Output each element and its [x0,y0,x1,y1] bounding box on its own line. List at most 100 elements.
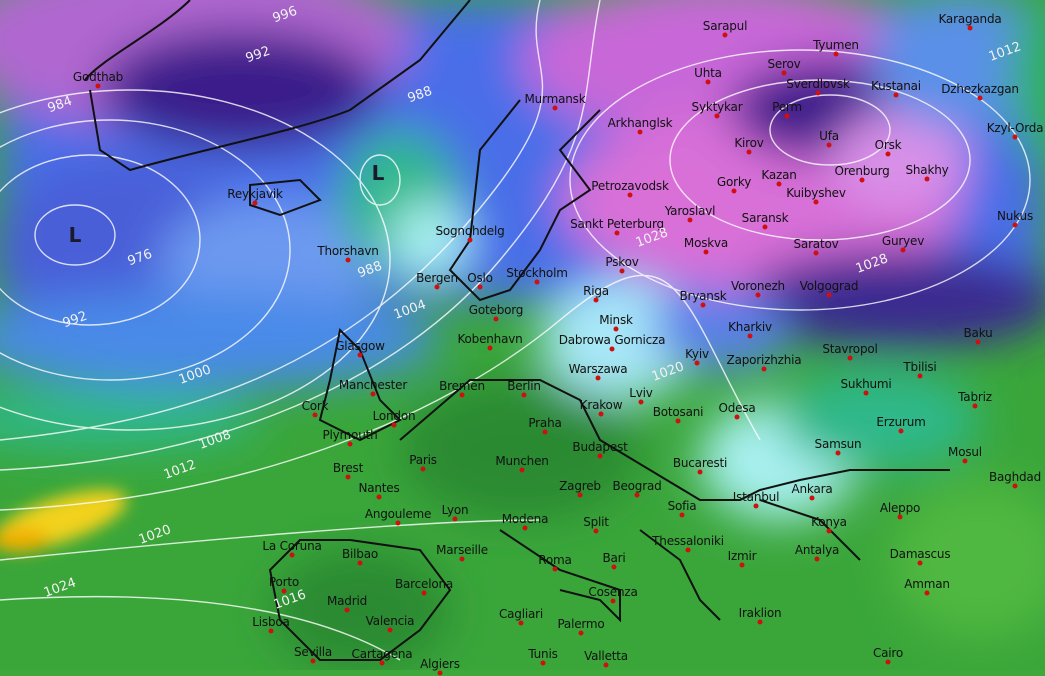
city-marker [345,474,351,480]
city-label: Orenburg [834,164,890,178]
city-label: Plymouth [322,428,378,442]
city-label: London [372,409,416,423]
city-marker [595,375,601,381]
city-marker [714,113,720,119]
city-label: Bremen [439,379,485,393]
city-marker [347,441,353,447]
city-label: Sarapul [702,19,748,33]
city-label: Goteborg [468,303,524,317]
city-marker [885,151,891,157]
city-marker [638,399,644,405]
city-label: Bilbao [341,547,379,561]
city-label: Baghdad [989,470,1041,484]
city-marker [387,627,393,633]
city-marker [391,422,397,428]
city-marker [518,620,524,626]
city-marker [679,512,685,518]
city-label: Botosani [652,405,704,419]
city-marker [924,590,930,596]
city-marker [370,391,376,397]
city-marker [809,495,815,501]
city-marker [611,564,617,570]
city-marker [813,199,819,205]
city-label: Izmir [727,549,757,563]
city-marker [613,326,619,332]
city-label: Barcelona [394,577,454,591]
city-marker [452,516,458,522]
city-label: Gorky [716,175,752,189]
city-label: Stockholm [506,266,568,280]
city-label: Beograd [612,479,662,493]
city-marker [95,83,101,89]
city-marker [344,607,350,613]
city-marker [609,346,615,352]
city-label: Antalya [794,543,840,557]
city-label: Cosenza [588,585,638,599]
city-label: Roma [538,553,572,567]
city-label: Volgograd [799,279,859,293]
city-marker [967,25,973,31]
city-marker [762,224,768,230]
city-label: Shakhy [905,163,949,177]
city-label: Tabriz [958,390,992,404]
city-marker [962,458,968,464]
city-label: Palermo [557,617,605,631]
city-marker [924,176,930,182]
city-marker [697,469,703,475]
city-marker [310,658,316,664]
city-label: Sankt Peterburg [570,217,664,231]
city-label: Sukhumi [840,377,892,391]
city-marker [826,292,832,298]
city-marker [420,466,426,472]
city-marker [519,467,525,473]
city-label: Tbilisi [903,360,937,374]
city-marker [634,492,640,498]
city-marker [761,366,767,372]
city-label: Istanbul [732,490,780,504]
city-label: Porto [268,575,300,589]
city-marker [593,528,599,534]
city-label: Dzhezkazgan [941,82,1019,96]
city-marker [705,79,711,85]
city-marker [826,142,832,148]
city-marker [268,628,274,634]
city-label: Kzyl-Orda [986,121,1044,135]
city-label: Bryansk [679,289,727,303]
city-label: Kazan [761,168,797,182]
city-label: Uhta [694,66,722,80]
city-label: Reykjavik [227,187,283,201]
city-label: Kyiv [685,347,709,361]
city-marker [603,662,609,668]
city-label: Warszawa [568,362,628,376]
city-marker [522,525,528,531]
city-label: Angouleme [364,507,432,521]
city-marker [281,588,287,594]
city-marker [437,670,443,676]
city-label: Praha [528,416,562,430]
city-marker [813,250,819,256]
city-label: Stavropol [822,342,878,356]
city-marker [734,414,740,420]
city-marker [747,333,753,339]
city-label: Amman [904,577,950,591]
city-marker [357,352,363,358]
city-marker [1012,222,1018,228]
city-marker [753,503,759,509]
city-label: Voronezh [731,279,785,293]
city-marker [814,556,820,562]
city-marker [493,316,499,322]
city-label: Nukus [996,209,1034,223]
city-marker [815,90,821,96]
city-marker [467,237,473,243]
city-marker [847,355,853,361]
city-marker [540,660,546,666]
city-marker [252,200,258,206]
city-marker [972,403,978,409]
city-label: Sognohdelg [435,224,505,238]
city-marker [637,129,643,135]
city-label: Murmansk [524,92,586,106]
city-marker [731,188,737,194]
city-marker [598,411,604,417]
city-marker [534,279,540,285]
